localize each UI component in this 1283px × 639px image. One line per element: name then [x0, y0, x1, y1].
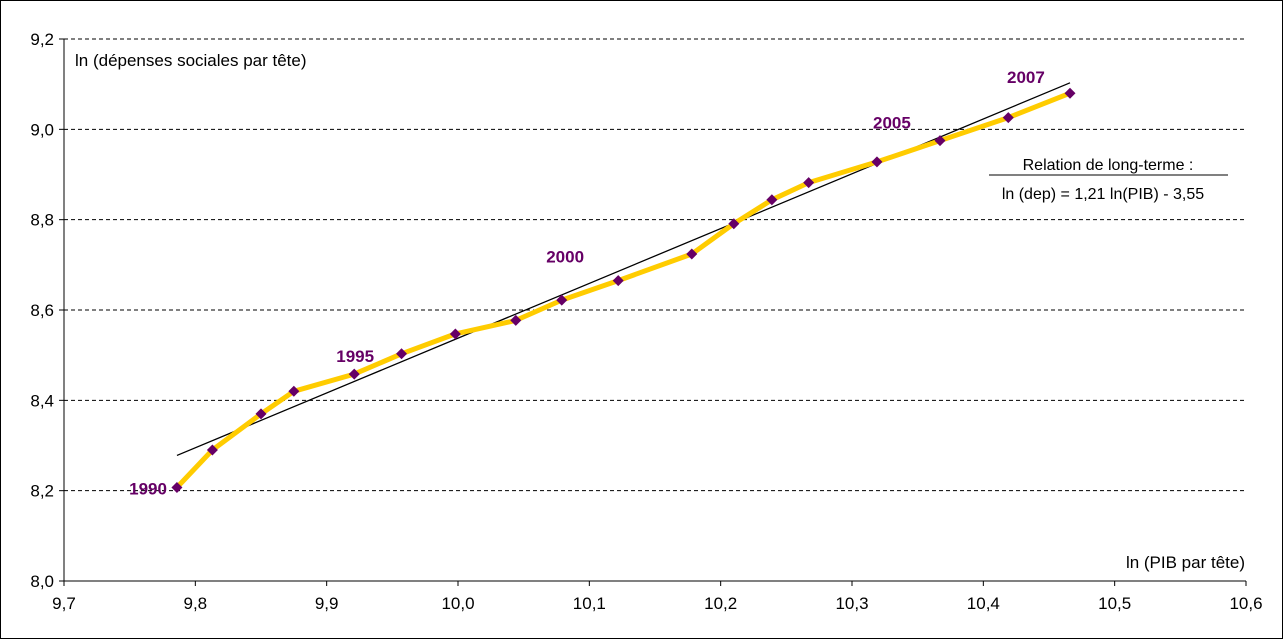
data-point — [255, 408, 267, 420]
x-tick-label: 10,2 — [704, 594, 737, 613]
y-tick-label: 9,0 — [30, 120, 54, 139]
data-point — [934, 135, 946, 147]
year-label: 2005 — [873, 114, 911, 133]
data-point — [206, 444, 218, 456]
y-tick-label: 8,6 — [30, 301, 54, 320]
x-tick-label: 9,8 — [184, 594, 208, 613]
data-point — [396, 348, 408, 360]
grid-lines — [64, 38, 1246, 492]
series-group — [174, 90, 1073, 490]
x-tick-label: 9,7 — [52, 594, 76, 613]
x-axis-title: ln (PIB par tête) — [1126, 553, 1245, 572]
y-tick-label: 9,2 — [30, 30, 54, 49]
y-tick-label: 8,8 — [30, 211, 54, 230]
x-tick-label: 10,4 — [967, 594, 1000, 613]
markers-group — [171, 87, 1076, 494]
y-ticks: 8,0 8,2 8,4 8,6 8,8 9,0 9,2 — [30, 30, 64, 591]
year-labels: 1990 1995 2000 2005 2007 — [129, 68, 1045, 498]
series-line — [174, 90, 1073, 490]
data-point — [288, 385, 300, 397]
y-axis-title: ln (dépenses sociales par tête) — [75, 51, 307, 70]
data-point — [348, 368, 360, 380]
data-point — [612, 275, 624, 287]
x-tick-label: 10,3 — [835, 594, 868, 613]
data-point — [510, 314, 522, 326]
x-tick-label: 10,1 — [573, 594, 606, 613]
x-tick-label: 10,6 — [1229, 594, 1262, 613]
trend-group — [176, 82, 1071, 457]
data-point — [1064, 87, 1076, 99]
data-point — [871, 156, 883, 168]
data-point — [556, 294, 568, 306]
x-tick-label: 10,0 — [441, 594, 474, 613]
data-point — [449, 328, 461, 340]
x-ticks: 9,7 9,8 9,9 10,0 10,1 10,2 10,3 10,4 10,5 10,6 — [52, 581, 1263, 613]
y-tick-label: 8,4 — [30, 391, 54, 410]
year-label: 2000 — [546, 248, 584, 267]
year-label: 1990 — [129, 480, 167, 499]
y-tick-label: 8,0 — [30, 572, 54, 591]
data-point — [766, 194, 778, 206]
x-tick-label: 9,9 — [315, 594, 339, 613]
y-tick-label: 8,2 — [30, 482, 54, 501]
trend-line — [176, 82, 1071, 457]
data-point — [1002, 112, 1014, 124]
year-label: 2007 — [1007, 68, 1045, 87]
annotation-equation: ln (dep) = 1,21 ln(PIB) - 3,55 — [1002, 186, 1204, 203]
data-point — [728, 218, 740, 230]
data-point — [171, 482, 183, 494]
x-tick-label: 10,5 — [1098, 594, 1131, 613]
year-label: 1995 — [336, 347, 374, 366]
data-point — [803, 177, 815, 189]
annotation-title: Relation de long-terme : — [1023, 157, 1194, 174]
data-point — [686, 248, 698, 260]
